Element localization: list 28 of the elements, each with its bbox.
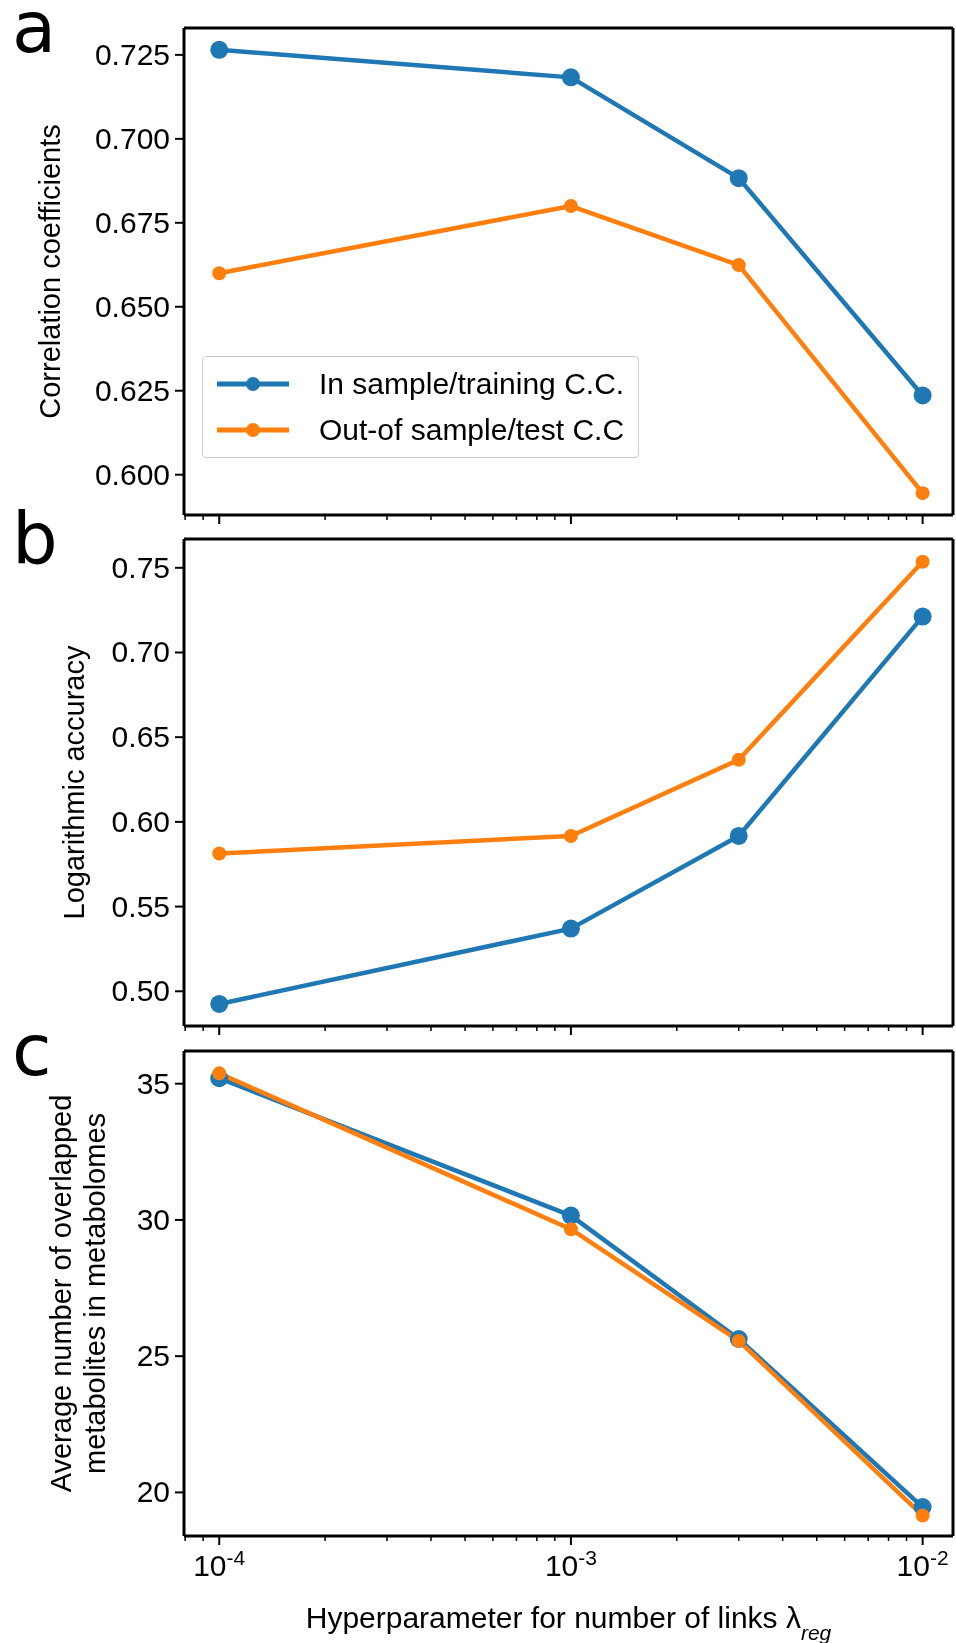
chart-title: b bbox=[12, 496, 58, 580]
x-tick-label: 10$^{-4}$ bbox=[193, 1545, 246, 1582]
x-tick-label: 10$^{-2}$ bbox=[896, 1545, 949, 1582]
y-tick-label: 0.600 bbox=[94, 457, 170, 491]
chart-title: a bbox=[12, 0, 57, 69]
y-tick-label: 0.70 bbox=[111, 635, 170, 669]
y-tick-label: 20 bbox=[136, 1475, 170, 1509]
y-tick-label: 0.650 bbox=[94, 289, 170, 323]
y-tick-label: 35 bbox=[136, 1066, 170, 1100]
y-axis-title: Correlation coefficients bbox=[34, 124, 66, 419]
y-tick-label: 0.60 bbox=[111, 804, 170, 838]
y-axis-title: Average number of overlapped metabolites in metabolomes bbox=[45, 1094, 111, 1493]
y-tick-label: 30 bbox=[136, 1202, 170, 1236]
y-tick-label: 0.75 bbox=[111, 550, 170, 584]
y-tick-label: 0.700 bbox=[94, 121, 170, 155]
x-axis-title: Hyperparameter for number of links λ$_{reg}$ bbox=[305, 1601, 832, 1643]
legend-label: In sample/training C.C. bbox=[319, 367, 625, 401]
y-tick-label: 0.675 bbox=[94, 205, 170, 239]
x-tick-label: 10$^{-3}$ bbox=[544, 1545, 597, 1582]
legend-label: Out-of sample/test C.C bbox=[319, 413, 625, 447]
y-axis-title: Logarithmic accuracy bbox=[58, 645, 90, 920]
chart-title: c bbox=[12, 1008, 52, 1092]
y-tick-label: 25 bbox=[136, 1339, 170, 1373]
y-tick-label: 0.55 bbox=[111, 889, 170, 923]
y-tick-label: 0.725 bbox=[94, 37, 170, 71]
y-tick-label: 0.625 bbox=[94, 373, 170, 407]
y-tick-label: 0.65 bbox=[111, 720, 170, 754]
y-tick-label: 0.50 bbox=[111, 974, 170, 1008]
